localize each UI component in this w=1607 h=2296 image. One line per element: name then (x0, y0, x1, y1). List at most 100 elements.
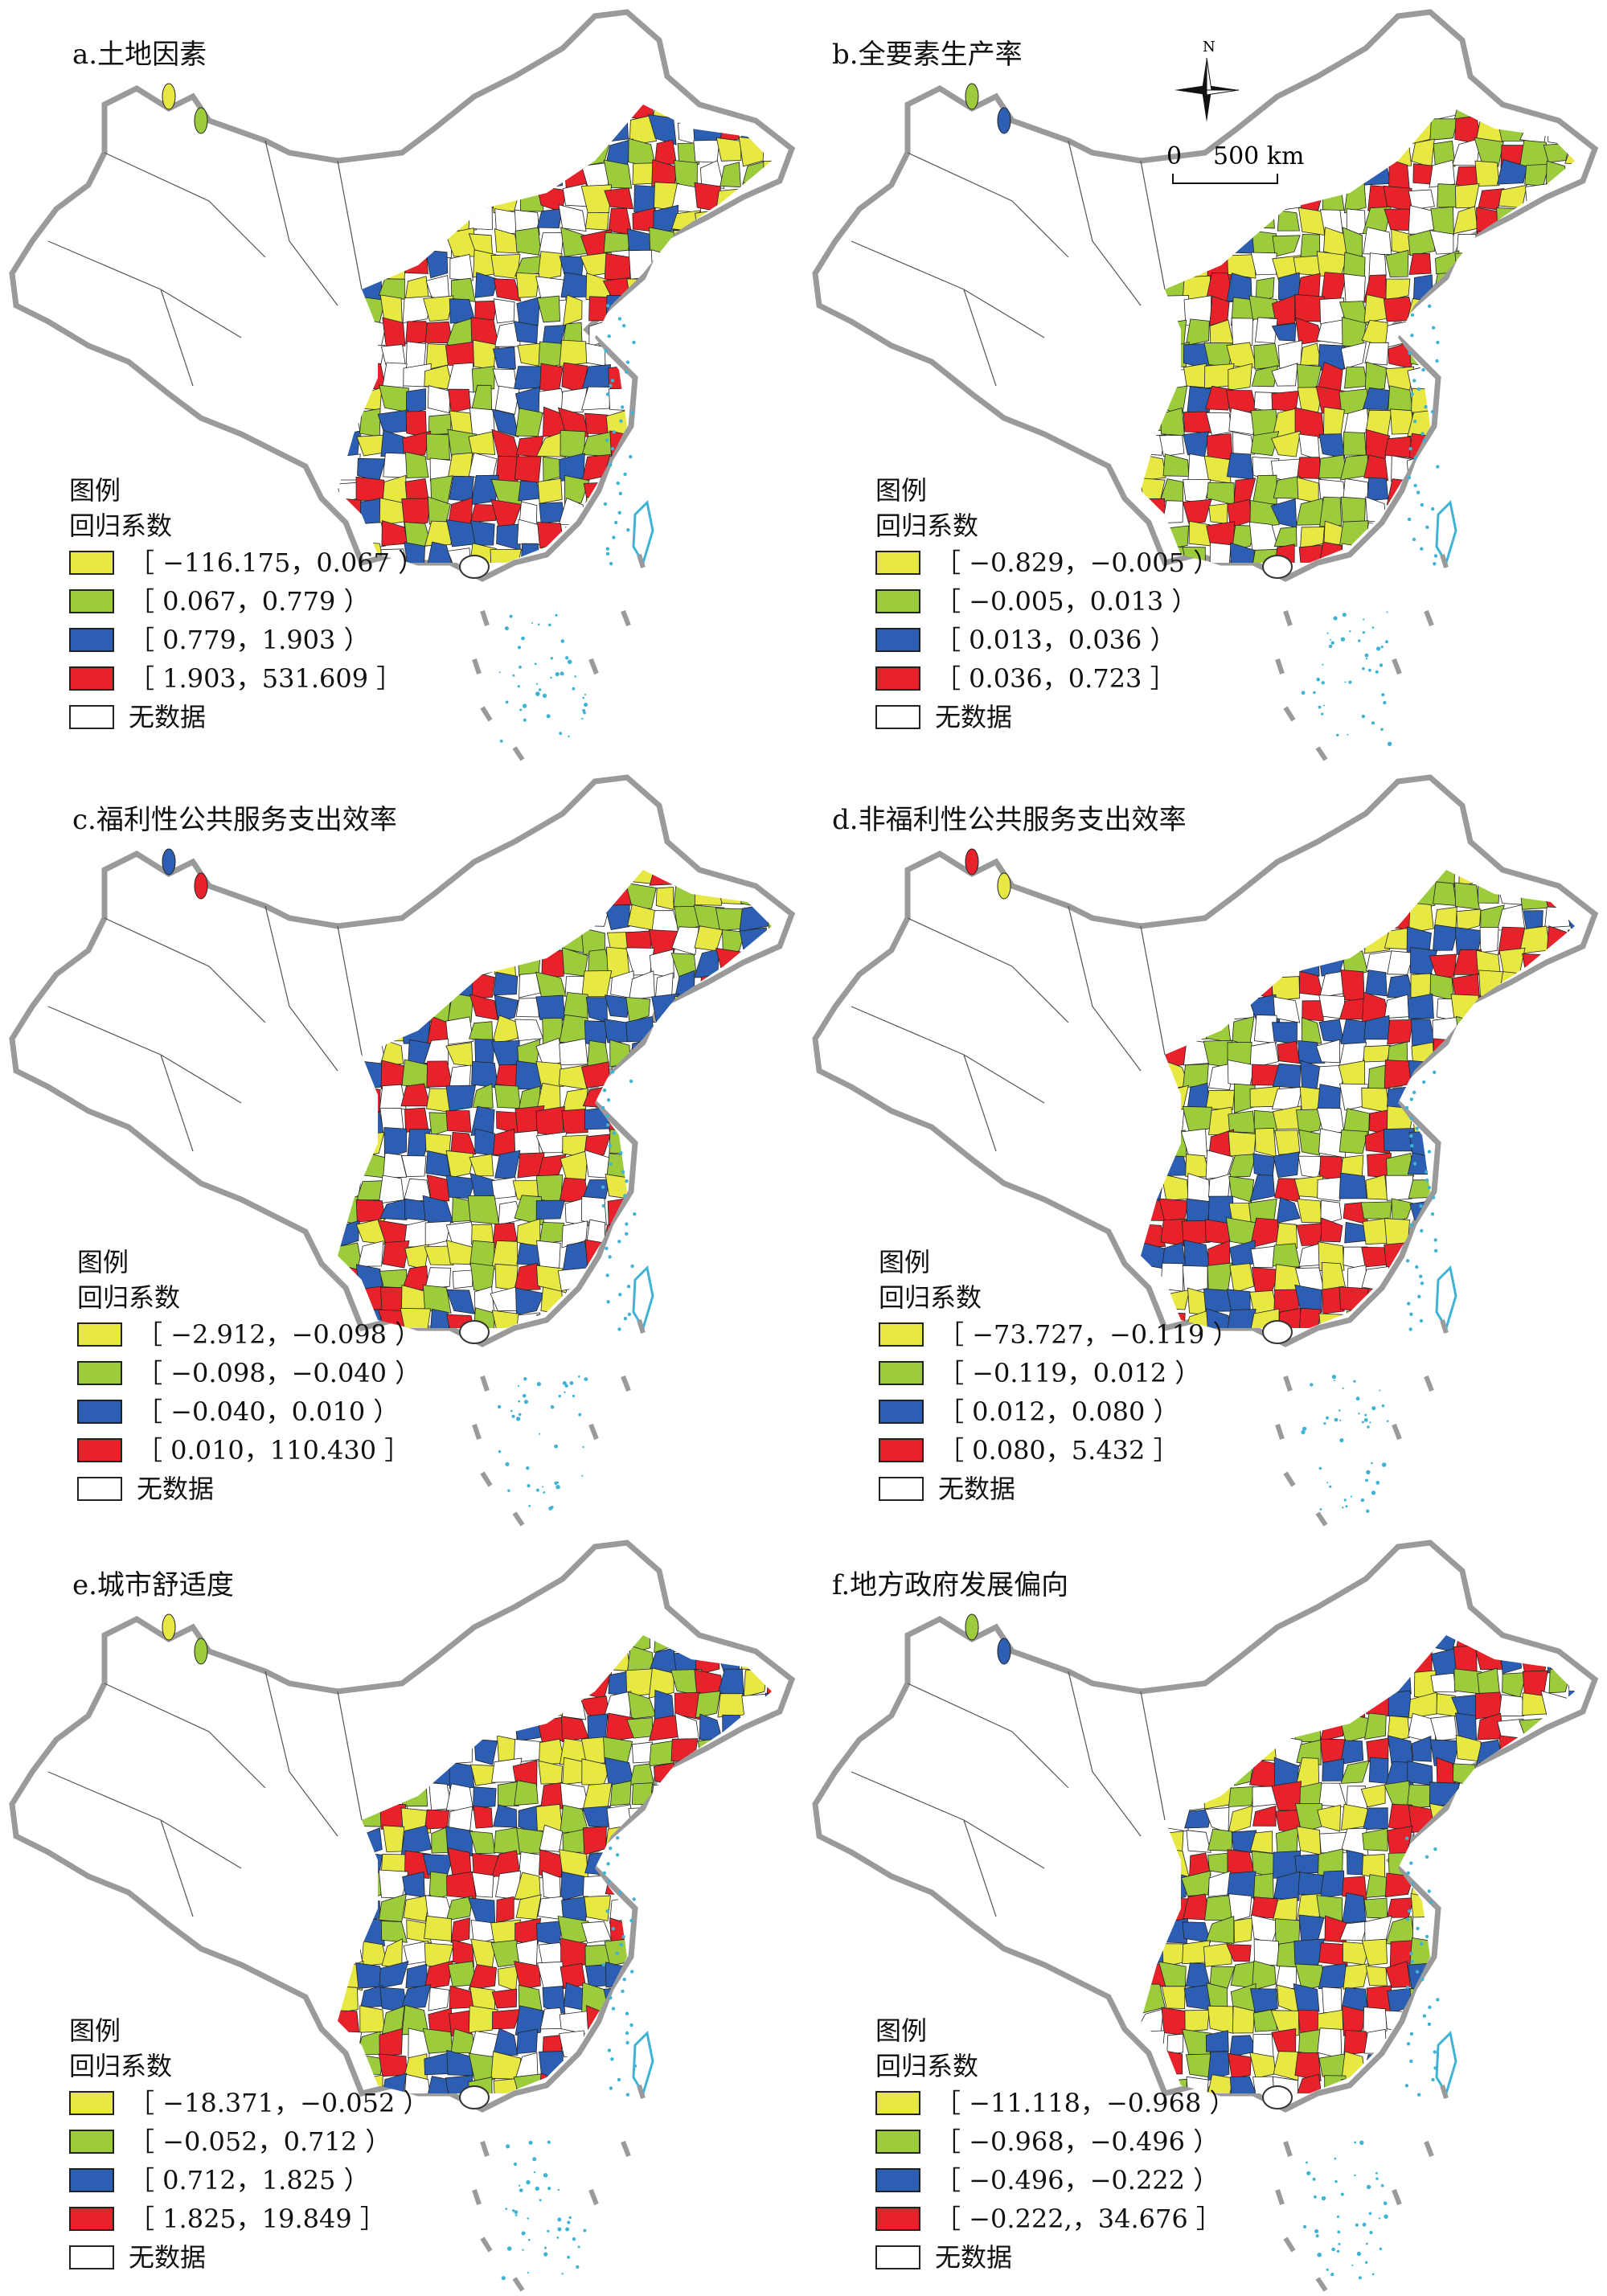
prefecture-region (1543, 318, 1572, 342)
prefecture-region (1497, 1289, 1525, 1314)
prefecture-region (426, 433, 450, 461)
coast-island (1425, 1855, 1429, 1859)
prefecture-region (1520, 434, 1546, 460)
legend-nodata-label: 无数据 (935, 702, 1013, 732)
prefecture-region (581, 1179, 610, 1201)
prefecture-region (1499, 1782, 1527, 1812)
province-border (907, 1683, 1069, 1789)
prefecture-region (450, 1131, 477, 1156)
south-china-sea-island (497, 1404, 502, 1409)
legend: 图例 回归系数 ［ −18.371，−0.052 ） ［ −0.052，0.71… (69, 2013, 429, 2277)
south-china-sea-island (522, 703, 527, 708)
prefecture-region (1429, 118, 1458, 141)
prefecture-region (609, 2031, 634, 2059)
prefecture-region (1431, 1982, 1460, 2013)
prefecture-region (744, 407, 769, 435)
legend-class-label: ［ 0.012，0.080 ） (938, 1396, 1179, 1427)
prefecture-region (1453, 566, 1482, 594)
prefecture-region (1252, 2076, 1275, 2093)
prefecture-region (383, 1152, 408, 1179)
prefecture-region (535, 1240, 561, 1269)
province-border (160, 1054, 194, 1152)
prefecture-region (338, 880, 364, 908)
prefecture-region (1429, 1111, 1459, 1136)
province-border (264, 905, 338, 1072)
legend-heading: 图例 (69, 475, 121, 506)
coast-island (607, 1879, 611, 1884)
south-china-sea-island (558, 1395, 561, 1398)
prefecture-region (1569, 252, 1575, 279)
prefecture-region (1544, 453, 1572, 478)
prefecture-region (715, 2073, 744, 2093)
prefecture-region (538, 566, 566, 593)
prefecture-region (1546, 228, 1570, 257)
prefecture-region (700, 564, 721, 592)
prefecture-region (672, 474, 699, 506)
prefecture-region (720, 1871, 747, 1900)
prefecture-region (740, 1761, 768, 1789)
prefecture-region (1499, 520, 1522, 547)
coast-island (1421, 367, 1425, 372)
prefecture-region (693, 995, 721, 1023)
prefecture-region (1570, 1038, 1575, 1067)
prefecture-region (1544, 1151, 1568, 1182)
prefecture-region (1543, 1803, 1570, 1830)
prefecture-region (1457, 301, 1479, 326)
prefecture-region (765, 1150, 772, 1178)
south-china-sea-island (538, 688, 542, 691)
prefecture-region (1408, 229, 1436, 256)
coast-island (607, 2048, 612, 2052)
prefecture-region (445, 1783, 474, 1811)
south-china-sea-island (1369, 2230, 1373, 2235)
prefecture-region (471, 1060, 499, 1089)
prefecture-region (997, 107, 1011, 134)
south-china-sea-island (578, 1376, 580, 1378)
prefecture-region (1453, 1111, 1481, 1130)
coast-island (633, 1212, 637, 1216)
south-china-sea-island (1365, 1478, 1368, 1482)
prefecture-region (761, 1854, 772, 1879)
prefecture-region (1519, 1941, 1545, 1966)
prefecture-region (651, 1265, 678, 1294)
coast-island (1420, 547, 1424, 551)
prefecture-region (1478, 273, 1504, 297)
prefecture-region (1564, 1315, 1575, 1328)
prefecture-region (446, 1314, 475, 1328)
prefecture-region (761, 295, 772, 325)
province-border (1140, 1691, 1166, 1821)
prefecture-region (405, 388, 426, 416)
south-china-sea-island (1347, 733, 1349, 736)
coast-island (1408, 351, 1412, 355)
prefecture-region (445, 1150, 474, 1179)
prefecture-region (764, 1060, 772, 1089)
coast-island (1431, 2077, 1435, 2082)
coast-island (1420, 502, 1424, 507)
taiwan-island (1435, 1265, 1457, 1331)
prefecture-region (582, 1335, 611, 1357)
prefecture-region (768, 1265, 772, 1292)
prefecture-region (1452, 2010, 1482, 2032)
coast-island (623, 472, 627, 477)
south-china-sea-island (526, 2179, 531, 2185)
south-china-sea-island (1328, 644, 1333, 649)
south-china-sea-island (1326, 2268, 1329, 2271)
prefecture-region (493, 298, 515, 324)
legend-row-1: ［ −116.175，0.067 ） (69, 543, 424, 582)
prefecture-region (1183, 1309, 1211, 1328)
prefecture-region (1567, 1871, 1575, 1900)
south-china-sea-island (528, 2140, 533, 2145)
legend: 图例 回归系数 ［ −11.118，−0.968 ） ［ −0.968，−0.4… (875, 2013, 1236, 2277)
prefecture-region (1296, 1826, 1322, 1855)
prefecture-region (493, 2078, 518, 2093)
prefecture-region (716, 1741, 743, 1766)
prefecture-region (1520, 1263, 1549, 1294)
legend-row-3: ［ 0.013，0.036 ） (875, 621, 1219, 659)
prefecture-region (1519, 474, 1551, 504)
prefecture-region (425, 2076, 450, 2093)
south-china-sea-island (1323, 1422, 1326, 1425)
prefecture-region (626, 321, 656, 347)
prefecture-region (1564, 387, 1575, 410)
prefecture-region (1387, 950, 1415, 975)
province-border (1140, 160, 1166, 290)
prefecture-region (1545, 1873, 1573, 1897)
